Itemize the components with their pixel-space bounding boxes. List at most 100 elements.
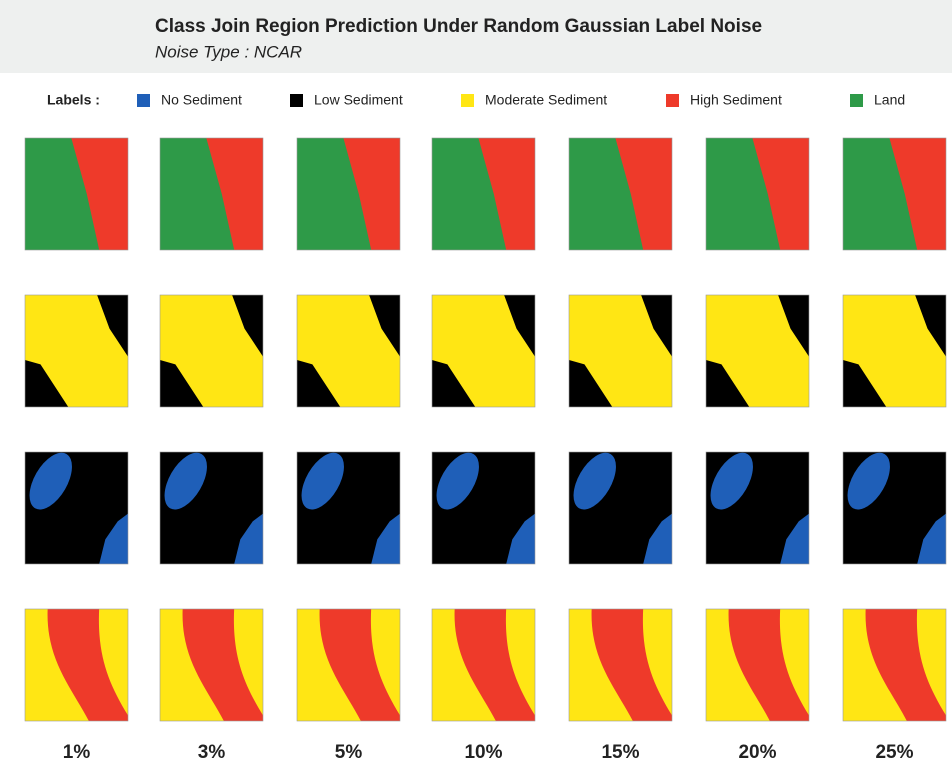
- column-label: 15%: [601, 742, 639, 763]
- column-label: 5%: [335, 742, 363, 763]
- tile-border: [24, 451, 129, 565]
- prediction-tile: [568, 608, 673, 722]
- prediction-tile: [159, 137, 264, 251]
- prediction-tile: [24, 294, 129, 408]
- region: [301, 452, 344, 510]
- header-band: [0, 0, 952, 73]
- tile-border: [431, 137, 536, 251]
- region: [436, 452, 479, 510]
- tile-border: [24, 137, 129, 251]
- legend-swatch: [461, 94, 474, 107]
- region: [99, 513, 128, 564]
- region: [643, 513, 672, 564]
- region: [25, 295, 128, 407]
- tile-border: [842, 137, 947, 251]
- tile-border: [568, 294, 673, 408]
- region: [917, 513, 946, 564]
- region: [454, 609, 535, 721]
- region: [47, 609, 129, 721]
- prediction-tile: [705, 294, 810, 408]
- column-label: 25%: [875, 742, 913, 763]
- legend-label: Moderate Sediment: [485, 92, 607, 108]
- tile-border: [159, 451, 264, 565]
- column-label: 20%: [738, 742, 776, 763]
- tile-border: [159, 137, 264, 251]
- prediction-tile: [296, 294, 401, 408]
- tile-border: [431, 451, 536, 565]
- region: [343, 138, 400, 250]
- tile-border: [24, 608, 129, 722]
- column-label: 3%: [198, 742, 226, 763]
- tile-border: [159, 608, 264, 722]
- region: [206, 138, 263, 250]
- region: [573, 452, 616, 510]
- tile-border: [159, 294, 264, 408]
- region: [847, 452, 890, 510]
- region: [319, 609, 400, 721]
- legend-label: No Sediment: [161, 92, 242, 108]
- prediction-tile: [568, 137, 673, 251]
- tile-border: [296, 451, 401, 565]
- tile-border: [705, 608, 810, 722]
- prediction-tile: [159, 608, 264, 722]
- region: [371, 513, 400, 564]
- tile-border: [568, 137, 673, 251]
- region: [843, 295, 946, 407]
- prediction-tile: [24, 137, 129, 251]
- region: [71, 138, 128, 250]
- legend-swatch: [137, 94, 150, 107]
- subtitle: Noise Type : NCAR: [155, 42, 302, 61]
- tile-border: [705, 451, 810, 565]
- prediction-tile: [24, 608, 129, 722]
- prediction-tile: [842, 451, 947, 565]
- tile-border: [431, 608, 536, 722]
- legend-label: Low Sediment: [314, 92, 403, 108]
- prediction-tile: [842, 608, 947, 722]
- tile-border: [24, 294, 129, 408]
- prediction-tile: [24, 451, 129, 565]
- region: [234, 513, 263, 564]
- tile-border: [842, 608, 947, 722]
- prediction-tile: [296, 137, 401, 251]
- prediction-tile: [296, 608, 401, 722]
- prediction-tile: [431, 137, 536, 251]
- region: [432, 295, 535, 407]
- prediction-tile: [159, 294, 264, 408]
- region: [889, 138, 946, 250]
- region: [160, 295, 263, 407]
- region: [29, 452, 72, 510]
- region: [506, 513, 535, 564]
- region: [164, 452, 207, 510]
- region: [591, 609, 672, 721]
- prediction-tile: [159, 451, 264, 565]
- prediction-tile: [705, 137, 810, 251]
- tile-border: [296, 294, 401, 408]
- title: Class Join Region Prediction Under Rando…: [155, 16, 762, 37]
- prediction-tile: [842, 294, 947, 408]
- region: [615, 138, 672, 250]
- prediction-tile: [568, 294, 673, 408]
- prediction-tile: [431, 294, 536, 408]
- region: [728, 609, 809, 721]
- tile-border: [296, 608, 401, 722]
- legend-title: Labels :: [47, 92, 100, 108]
- region: [182, 609, 263, 721]
- column-label: 1%: [63, 742, 91, 763]
- legend-swatch: [290, 94, 303, 107]
- legend-swatch: [666, 94, 679, 107]
- tile-border: [842, 451, 947, 565]
- tile-border: [705, 294, 810, 408]
- tile-border: [431, 294, 536, 408]
- prediction-tile: [431, 608, 536, 722]
- region: [297, 295, 400, 407]
- tile-border: [568, 608, 673, 722]
- prediction-tile: [431, 451, 536, 565]
- prediction-tile: [705, 451, 810, 565]
- column-label: 10%: [464, 742, 502, 763]
- region: [569, 295, 672, 407]
- prediction-tile: [568, 451, 673, 565]
- prediction-tile: [842, 137, 947, 251]
- legend-label: High Sediment: [690, 92, 782, 108]
- tile-border: [842, 294, 947, 408]
